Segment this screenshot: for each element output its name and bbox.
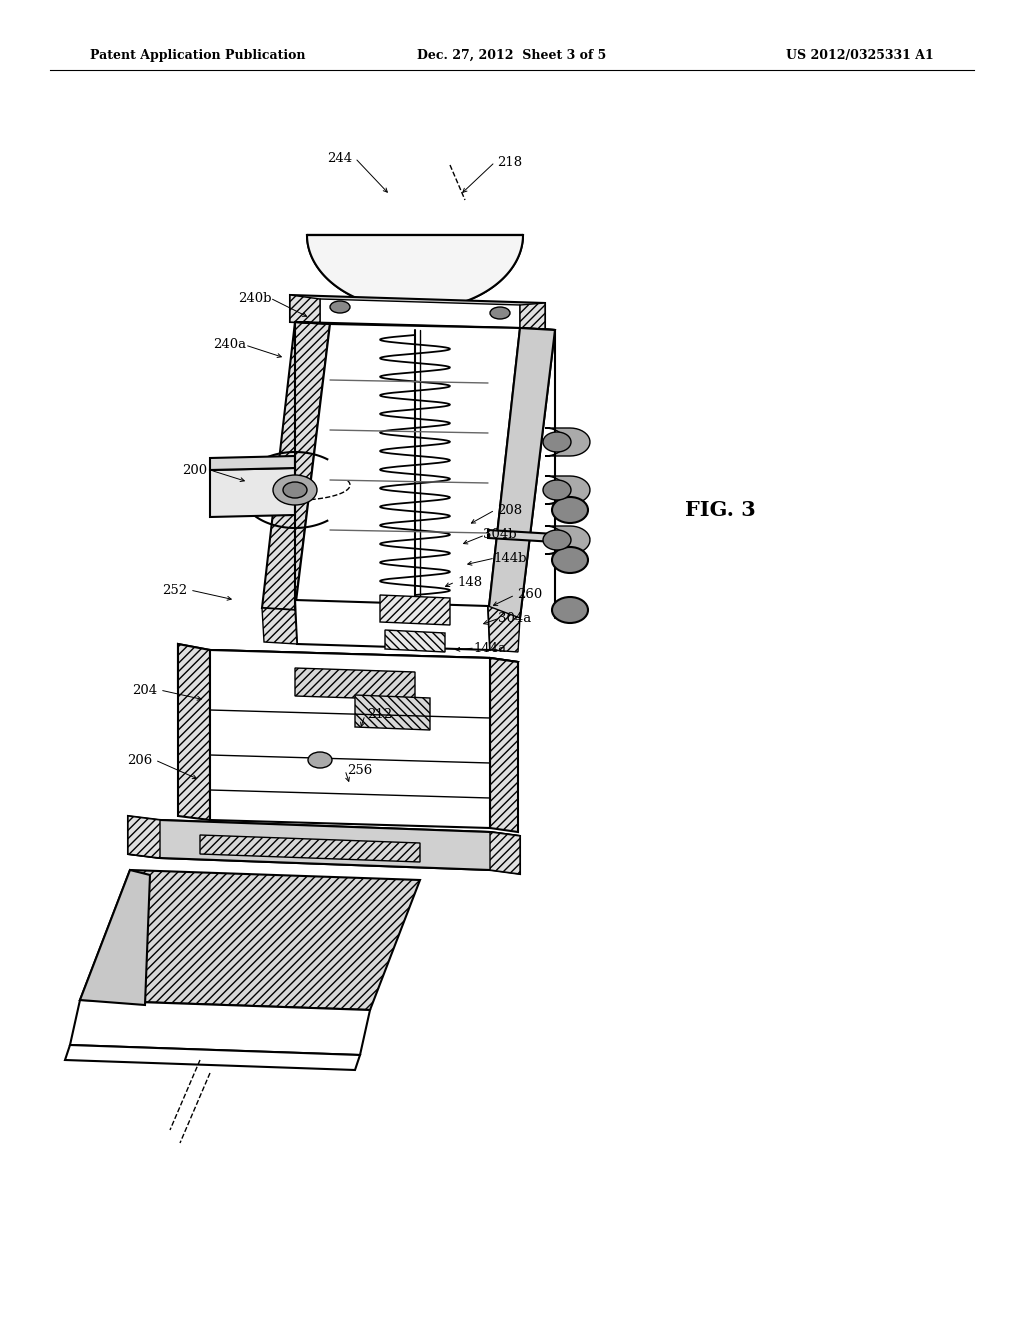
Polygon shape — [290, 294, 545, 330]
Text: 240b: 240b — [239, 292, 271, 305]
Text: 240a: 240a — [213, 338, 247, 351]
Polygon shape — [295, 601, 490, 649]
Polygon shape — [178, 649, 518, 700]
Text: 244: 244 — [328, 152, 352, 165]
Ellipse shape — [273, 475, 317, 506]
Polygon shape — [355, 696, 430, 730]
Polygon shape — [128, 820, 520, 870]
Text: 208: 208 — [498, 503, 522, 516]
Ellipse shape — [490, 308, 510, 319]
Text: 304b: 304b — [483, 528, 517, 541]
Polygon shape — [80, 870, 150, 1005]
Polygon shape — [210, 455, 295, 470]
Ellipse shape — [330, 301, 350, 313]
Ellipse shape — [543, 480, 571, 500]
Text: 200: 200 — [182, 463, 208, 477]
Polygon shape — [210, 469, 295, 517]
Text: Dec. 27, 2012  Sheet 3 of 5: Dec. 27, 2012 Sheet 3 of 5 — [418, 49, 606, 62]
Polygon shape — [319, 300, 520, 327]
Polygon shape — [290, 294, 319, 323]
Text: 144a: 144a — [473, 642, 507, 655]
Text: 204: 204 — [132, 684, 158, 697]
Text: 304a: 304a — [499, 611, 531, 624]
Polygon shape — [295, 323, 520, 616]
Polygon shape — [490, 832, 520, 874]
Ellipse shape — [543, 432, 571, 451]
Polygon shape — [128, 816, 520, 874]
Text: FIG. 3: FIG. 3 — [685, 500, 756, 520]
Polygon shape — [295, 668, 415, 700]
Polygon shape — [520, 304, 545, 330]
Polygon shape — [65, 1045, 360, 1071]
Polygon shape — [210, 649, 490, 828]
Polygon shape — [545, 525, 590, 554]
Text: 256: 256 — [347, 763, 373, 776]
Polygon shape — [488, 531, 590, 543]
Text: 206: 206 — [127, 754, 153, 767]
Text: 252: 252 — [163, 583, 187, 597]
Polygon shape — [307, 235, 523, 310]
Ellipse shape — [552, 546, 588, 573]
Text: 218: 218 — [498, 156, 522, 169]
Polygon shape — [200, 836, 420, 862]
Ellipse shape — [552, 498, 588, 523]
Ellipse shape — [543, 531, 571, 550]
Polygon shape — [488, 606, 520, 652]
Ellipse shape — [283, 482, 307, 498]
Polygon shape — [178, 644, 518, 704]
Polygon shape — [380, 595, 450, 624]
Polygon shape — [262, 609, 297, 644]
Text: Patent Application Publication: Patent Application Publication — [90, 49, 305, 62]
Text: 260: 260 — [517, 589, 543, 602]
Polygon shape — [80, 870, 420, 1010]
Text: 148: 148 — [458, 576, 482, 589]
Text: 212: 212 — [368, 709, 392, 722]
Ellipse shape — [308, 752, 332, 768]
Ellipse shape — [552, 597, 588, 623]
Polygon shape — [295, 322, 555, 330]
Text: US 2012/0325331 A1: US 2012/0325331 A1 — [786, 49, 934, 62]
Polygon shape — [128, 816, 160, 858]
Polygon shape — [490, 657, 518, 832]
Polygon shape — [545, 428, 590, 455]
Polygon shape — [545, 477, 590, 504]
Polygon shape — [488, 327, 555, 618]
Polygon shape — [385, 630, 445, 652]
Polygon shape — [70, 1001, 370, 1055]
Polygon shape — [262, 322, 330, 610]
Text: 144b: 144b — [494, 552, 526, 565]
Polygon shape — [488, 327, 555, 618]
Polygon shape — [178, 644, 210, 820]
